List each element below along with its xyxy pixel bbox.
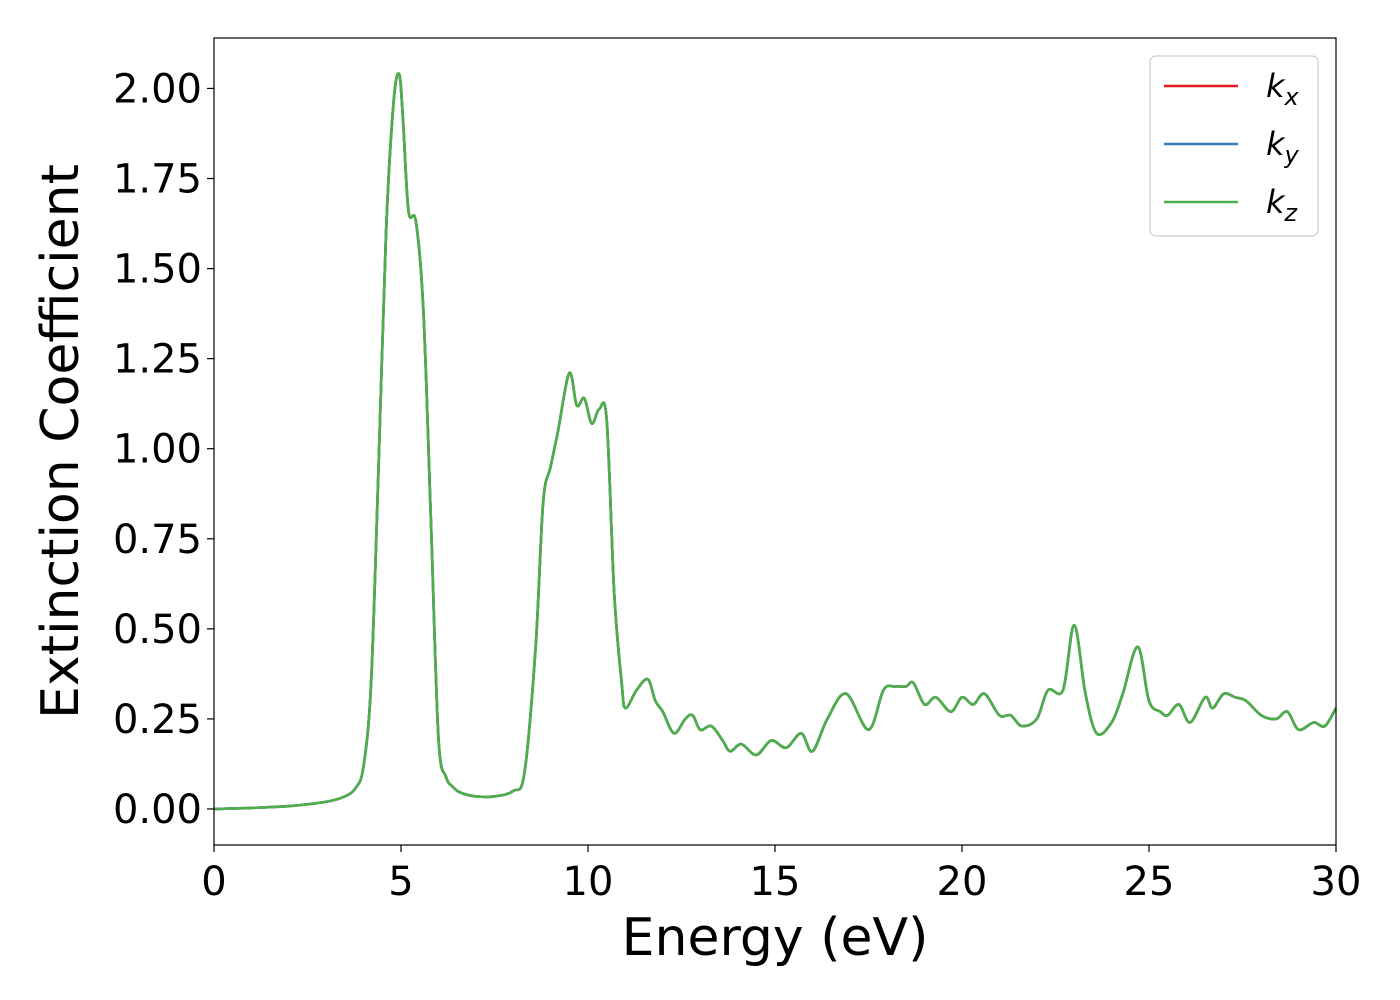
legend: kx ky kz <box>1149 55 1319 237</box>
x-tick-label: 10 <box>563 859 614 905</box>
legend-box <box>1149 55 1319 237</box>
y-axis-ticks: 0.00 0.25 0.50 0.75 1.00 1.25 1.50 1.75 2.00 <box>113 66 214 833</box>
x-tick-label: 15 <box>750 859 801 905</box>
y-tick-label: 1.25 <box>113 337 202 383</box>
series-layer <box>213 72 1338 811</box>
y-tick-label: 1.75 <box>113 157 202 203</box>
y-tick-label: 1.50 <box>113 247 202 293</box>
y-tick-label: 0.50 <box>113 607 202 653</box>
y-tick-label: 1.00 <box>113 427 202 473</box>
series-line-k-z <box>213 72 1338 811</box>
y-axis-title: Extinction Coefficient <box>31 164 91 719</box>
y-tick-label: 2.00 <box>113 66 202 112</box>
x-tick-label: 20 <box>937 859 988 905</box>
y-tick-label: 0.00 <box>113 787 202 833</box>
legend-label-ky: ky <box>1266 125 1300 169</box>
x-tick-label: 25 <box>1124 859 1175 905</box>
x-tick-label: 0 <box>201 859 226 905</box>
y-tick-label: 0.75 <box>113 517 202 563</box>
x-axis-ticks: 0 5 10 15 20 25 30 <box>201 845 1361 905</box>
x-axis-title: Energy (eV) <box>622 908 929 968</box>
y-tick-label: 0.25 <box>113 697 202 743</box>
x-tick-label: 30 <box>1311 859 1362 905</box>
legend-label-kx: kx <box>1266 67 1300 111</box>
x-tick-label: 5 <box>388 859 413 905</box>
legend-label-kz: kz <box>1266 183 1299 227</box>
